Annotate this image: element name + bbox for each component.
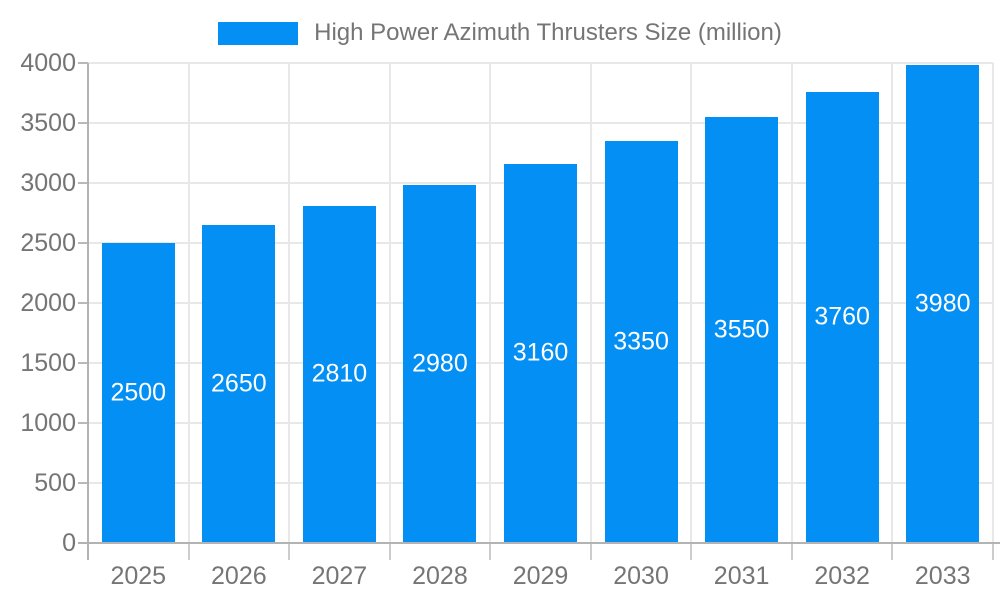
x-tick xyxy=(187,543,190,560)
x-axis-label: 2026 xyxy=(211,562,267,590)
y-axis-label: 3500 xyxy=(20,109,76,137)
x-tick xyxy=(992,543,994,560)
bar-value-label: 3980 xyxy=(914,289,971,318)
legend-color-swatch xyxy=(218,21,299,45)
bar-value-label: 2500 xyxy=(110,378,167,407)
y-tick xyxy=(78,182,88,184)
x-grid-line xyxy=(589,63,592,543)
y-axis-label: 500 xyxy=(34,469,76,497)
y-tick xyxy=(78,482,88,484)
y-tick xyxy=(78,122,88,124)
y-axis-label: 2000 xyxy=(20,289,76,317)
x-grid-line xyxy=(187,63,190,543)
bar-value-label: 3160 xyxy=(512,338,569,367)
bar: 3760 xyxy=(805,91,879,543)
x-grid-line xyxy=(489,63,492,543)
bar-value-label: 2810 xyxy=(311,359,368,388)
y-axis-line xyxy=(87,63,89,560)
y-tick xyxy=(78,242,88,244)
x-grid-line xyxy=(288,63,291,543)
y-axis-label: 0 xyxy=(62,529,76,557)
x-axis-label: 2025 xyxy=(110,562,167,590)
y-axis-label: 2500 xyxy=(20,229,76,257)
x-axis-label: 2030 xyxy=(613,562,669,590)
x-axis-label: 2029 xyxy=(512,562,569,590)
x-axis-label: 2031 xyxy=(713,562,770,590)
y-tick xyxy=(78,362,88,364)
legend-label: High Power Azimuth Thrusters Size (milli… xyxy=(314,19,782,46)
x-tick xyxy=(288,543,291,560)
bar: 2500 xyxy=(101,243,175,543)
x-grid-line xyxy=(690,63,693,543)
bar-value-label: 2650 xyxy=(211,369,267,398)
x-tick xyxy=(388,543,391,560)
y-grid-line xyxy=(88,122,993,124)
bar: 2980 xyxy=(403,185,477,543)
bar-value-label: 3350 xyxy=(613,327,669,356)
y-axis-label: 4000 xyxy=(20,49,76,77)
x-tick xyxy=(690,543,693,560)
x-tick xyxy=(790,543,793,560)
y-tick xyxy=(78,62,88,64)
y-axis-label: 3000 xyxy=(20,169,76,197)
legend-item[interactable]: High Power Azimuth Thrusters Size (milli… xyxy=(218,19,782,47)
x-grid-line xyxy=(891,63,894,543)
x-axis-label: 2027 xyxy=(311,562,368,590)
x-axis-label: 2028 xyxy=(412,562,468,590)
x-grid-line xyxy=(790,63,793,543)
x-axis-label: 2033 xyxy=(914,562,971,590)
bar-value-label: 3760 xyxy=(814,302,870,331)
bar: 3980 xyxy=(906,65,980,543)
x-tick xyxy=(489,543,492,560)
x-grid-line xyxy=(388,63,391,543)
bar-value-label: 2980 xyxy=(412,349,468,378)
x-grid-line xyxy=(992,63,994,543)
y-tick xyxy=(78,302,88,304)
x-axis-line xyxy=(78,542,1000,544)
bar: 3350 xyxy=(604,141,678,543)
bar: 2810 xyxy=(302,205,376,543)
y-grid-line xyxy=(88,62,993,64)
bar: 3550 xyxy=(705,117,779,543)
bar: 2650 xyxy=(202,225,276,543)
legend: High Power Azimuth Thrusters Size (milli… xyxy=(0,18,1000,48)
bar-value-label: 3550 xyxy=(713,315,770,344)
x-axis-label: 2032 xyxy=(814,562,870,590)
x-tick xyxy=(891,543,894,560)
y-axis-label: 1500 xyxy=(20,349,76,377)
y-axis-label: 1000 xyxy=(20,409,76,437)
y-tick xyxy=(78,422,88,424)
bar: 3160 xyxy=(504,163,577,543)
x-tick xyxy=(589,543,592,560)
